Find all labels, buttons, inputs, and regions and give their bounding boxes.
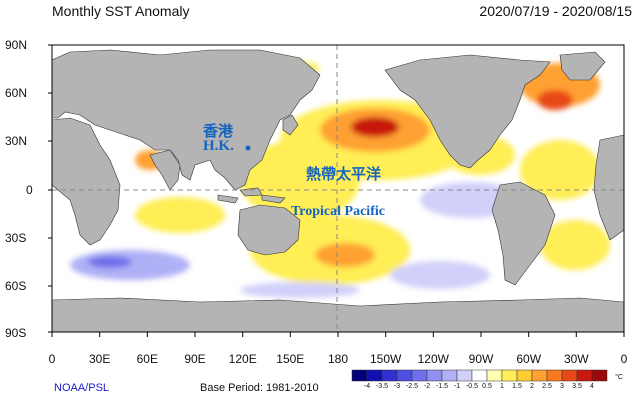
land-antarctica — [52, 297, 624, 332]
colorbar-unit: °C — [615, 374, 623, 381]
lon-label: 0 — [48, 352, 56, 366]
land-eurasia — [52, 49, 321, 191]
lon-label: 150E — [276, 352, 305, 366]
colorbar-swatch — [486, 369, 503, 382]
colorbar-tick-label: -0.5 — [465, 383, 479, 390]
lon-label: 90E — [184, 352, 206, 366]
colorbar-swatch — [576, 369, 593, 382]
colorbar-swatch — [411, 369, 428, 382]
colorbar-swatch — [366, 369, 383, 382]
lon-label: 90W — [468, 352, 494, 366]
colorbar-swatch — [471, 369, 488, 382]
warm-anomaly-south-atlantic — [540, 220, 610, 270]
colorbar-tick-label: -3 — [393, 383, 401, 390]
lat-label: 90S — [5, 326, 27, 340]
colorbar-tick-label: 2 — [530, 383, 534, 390]
colorbar-swatch — [381, 369, 398, 382]
colorbar-swatch — [441, 369, 458, 382]
land-india — [149, 149, 181, 191]
land-japan — [282, 114, 299, 136]
date-range: 2020/07/19 - 2020/08/15 — [479, 3, 632, 19]
map-title: Monthly SST Anomaly — [52, 3, 190, 19]
colorbar-tick-label: -2 — [423, 383, 431, 390]
lat-label: 0 — [26, 183, 33, 197]
colorbar-tick-label: 3.5 — [572, 383, 582, 390]
land-greenland — [559, 51, 606, 81]
cool-anomaly-southern-ocean-core — [88, 256, 132, 268]
lat-label: 90N — [5, 38, 28, 52]
colorbar — [351, 369, 608, 382]
lon-label: 0 — [620, 352, 628, 366]
warm-anomaly-atlantic-tropics — [520, 140, 600, 200]
warm-anomaly-indian-ocean — [135, 197, 225, 233]
cool-anomaly-antarctic — [240, 282, 360, 298]
colorbar-tick-label: 1 — [500, 383, 504, 390]
land-indonesia — [217, 187, 286, 204]
hong-kong-label-english: H.K. — [203, 138, 234, 154]
colorbar-tick-label: 3 — [560, 383, 564, 390]
warm-anomaly-north-pacific-core — [351, 117, 399, 137]
colorbar-swatch — [456, 369, 473, 382]
tropical-pacific-label-english: Tropical Pacific — [291, 204, 385, 219]
lon-label: 120W — [417, 352, 449, 366]
colorbar-tick-label: 1.5 — [512, 383, 522, 390]
lon-label: 120E — [228, 352, 257, 366]
land-masses — [52, 49, 624, 332]
colorbar-tick-label: -2.5 — [405, 383, 419, 390]
colorbar-tick-label: 2.5 — [542, 383, 552, 390]
colorbar-swatch — [501, 369, 518, 382]
cool-anomaly-southern-ocean — [70, 250, 190, 280]
colorbar-tick-label: -3.5 — [375, 383, 389, 390]
hong-kong-marker — [245, 145, 251, 151]
colorbar-swatch — [531, 369, 548, 382]
warm-anomaly-north-atlantic-core — [537, 90, 573, 110]
colorbar-swatch — [426, 369, 443, 382]
colorbar-swatch — [396, 369, 413, 382]
tropical-pacific-label-chinese: 熱帶太平洋 — [306, 165, 382, 183]
data-credit: NOAA/PSL — [54, 382, 110, 394]
land-north-america — [384, 54, 551, 169]
cool-anomaly-south-east-pacific — [390, 261, 490, 289]
colorbar-tick-label: 4 — [590, 383, 594, 390]
colorbar-swatch — [516, 369, 533, 382]
colorbar-swatch — [546, 369, 563, 382]
land-australia — [237, 204, 301, 256]
lat-label: 30N — [5, 134, 28, 148]
colorbar-tick-label: -4 — [363, 383, 371, 390]
colorbar-swatch — [561, 369, 578, 382]
lat-label: 60S — [5, 279, 27, 293]
lon-label: 180 — [327, 352, 349, 366]
lon-label: 60W — [516, 352, 542, 366]
lat-label: 60N — [5, 86, 28, 100]
land-africa-east — [593, 134, 624, 241]
warm-anomaly-south-pacific-core — [315, 243, 375, 267]
lon-label: 60E — [136, 352, 158, 366]
lon-label: 30W — [563, 352, 589, 366]
colorbar-swatch — [351, 369, 368, 382]
base-period: Base Period: 1981-2010 — [200, 382, 319, 394]
land-africa — [52, 117, 121, 246]
colorbar-swatch — [591, 369, 608, 382]
lon-label: 30E — [89, 352, 111, 366]
lat-label: 30S — [5, 231, 27, 245]
land-south-america — [491, 181, 556, 286]
colorbar-tick-label: -1 — [453, 383, 461, 390]
colorbar-tick-label: -1.5 — [435, 383, 449, 390]
lon-label: 150W — [370, 352, 402, 366]
hong-kong-label-chinese: 香港 — [203, 122, 234, 140]
colorbar-tick-label: 0.5 — [482, 383, 492, 390]
axis-ticks — [48, 44, 625, 337]
